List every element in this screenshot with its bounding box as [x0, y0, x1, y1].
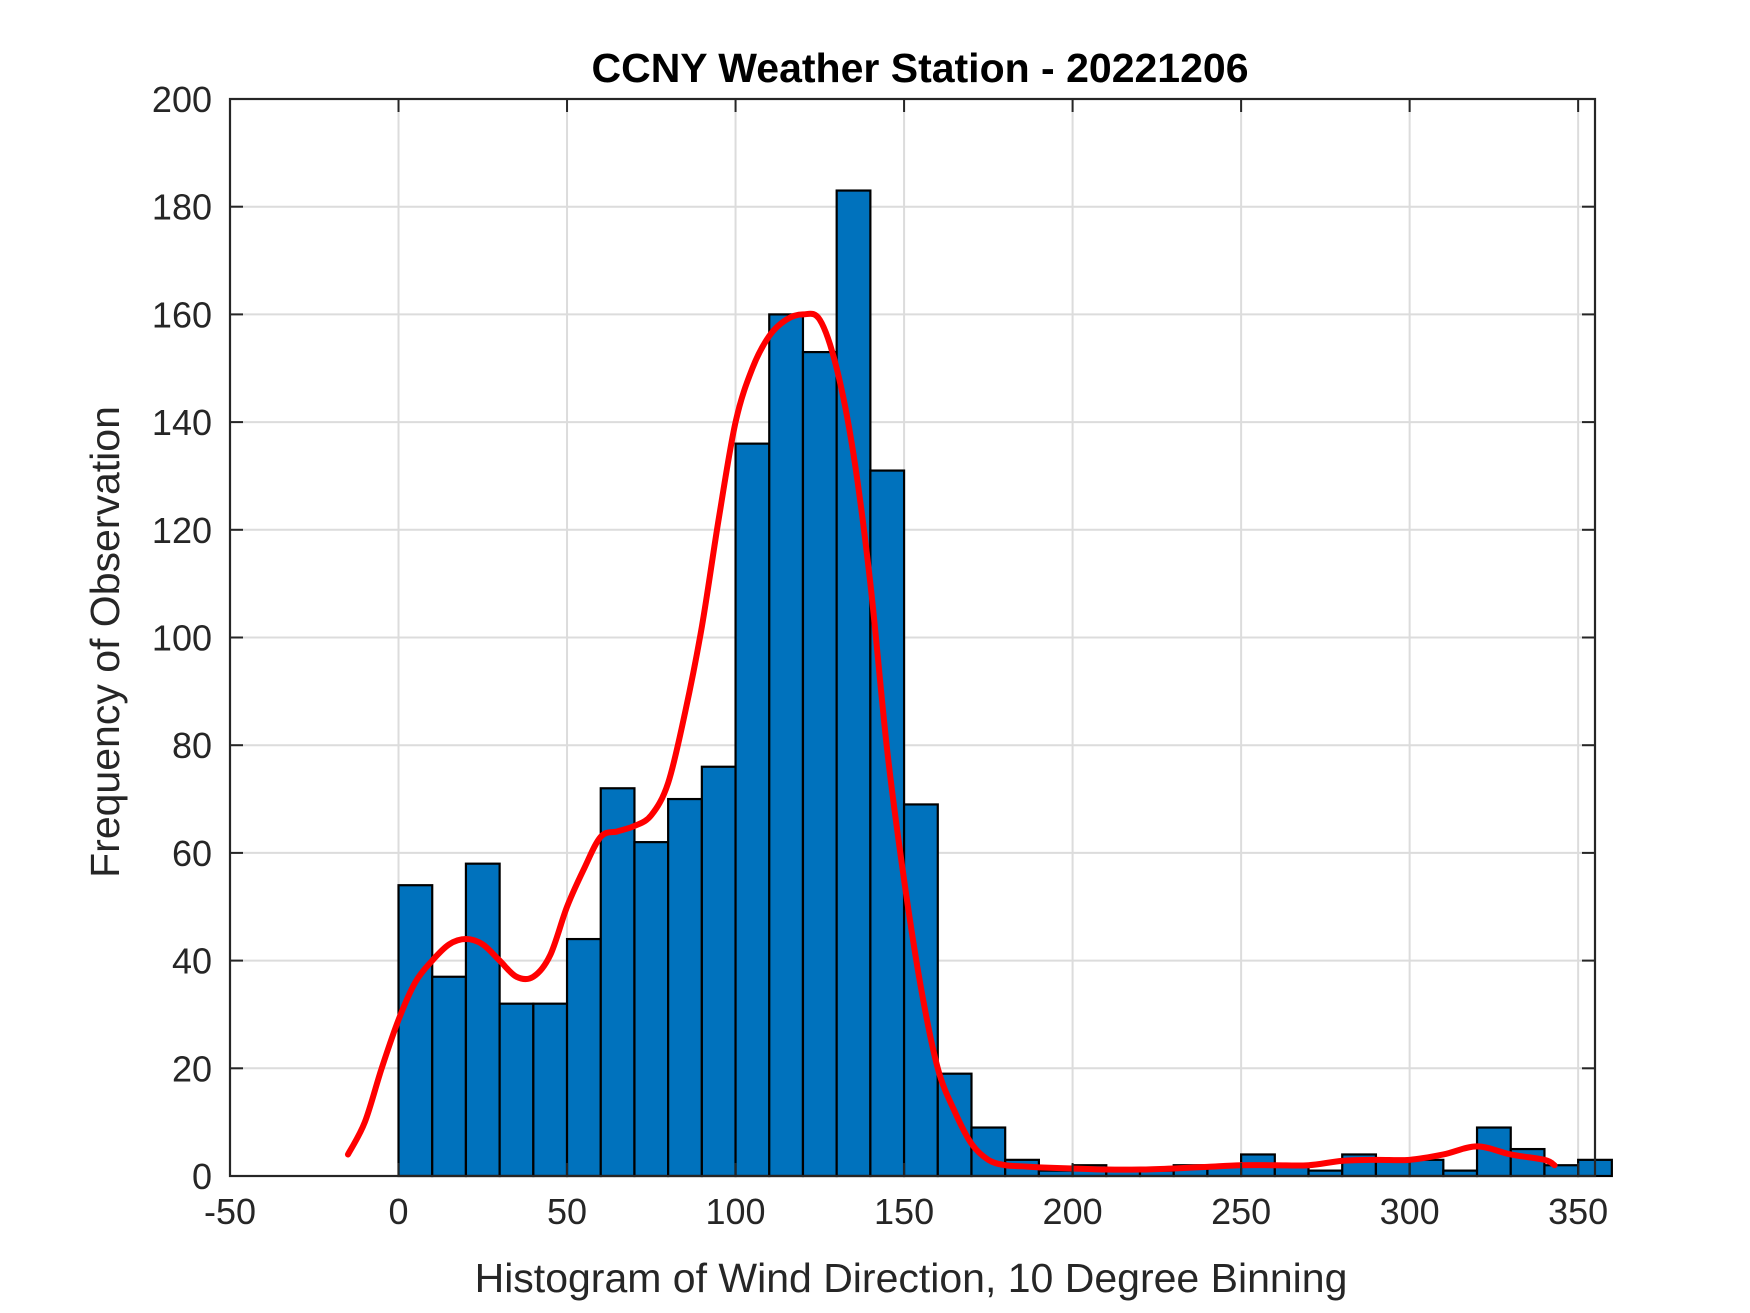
y-tick-label: 20	[172, 1048, 212, 1089]
y-tick-label: 160	[152, 294, 212, 335]
histogram-bar	[667, 797, 703, 1178]
histogram-bar	[565, 937, 602, 1178]
histogram-bar	[768, 313, 805, 1178]
y-tick-label: 140	[152, 402, 212, 443]
histogram-bar	[1543, 1164, 1580, 1178]
x-tick-label: -50	[204, 1191, 256, 1232]
x-tick-label: 150	[874, 1191, 934, 1232]
histogram-bar	[835, 189, 872, 1178]
y-tick-label: 60	[172, 833, 212, 874]
x-tick-label: 300	[1380, 1191, 1440, 1232]
x-axis-label: Histogram of Wind Direction, 10 Degree B…	[475, 1255, 1348, 1301]
x-tick-label: 100	[706, 1191, 766, 1232]
histogram-bar	[397, 884, 434, 1178]
histogram-bar	[936, 1072, 973, 1178]
y-tick-label: 40	[172, 941, 212, 982]
y-tick-label: 180	[152, 187, 212, 228]
y-tick-label: 0	[192, 1156, 212, 1197]
histogram-bar	[633, 841, 670, 1178]
histogram-bar	[700, 765, 737, 1178]
histogram-bar	[599, 787, 636, 1178]
y-tick-label: 120	[152, 510, 212, 551]
histogram-bar	[532, 1002, 569, 1178]
histogram-bar	[464, 862, 501, 1178]
histogram-bar	[970, 1126, 1007, 1178]
histogram-bar	[498, 1002, 535, 1178]
x-tick-label: 350	[1548, 1191, 1608, 1232]
y-axis-label: Frequency of Observation	[82, 406, 128, 878]
y-tick-label: 80	[172, 725, 212, 766]
chart-title: CCNY Weather Station - 20221206	[591, 45, 1248, 91]
x-tick-label: 200	[1043, 1191, 1103, 1232]
histogram-bar	[801, 350, 838, 1178]
histogram-bar	[734, 442, 771, 1178]
x-tick-label: 0	[389, 1191, 409, 1232]
histogram-bar	[431, 975, 468, 1178]
y-tick-label: 200	[152, 79, 212, 120]
y-tick-label: 100	[152, 618, 212, 659]
x-tick-label: 50	[547, 1191, 587, 1232]
x-tick-label: 250	[1211, 1191, 1271, 1232]
ticks: -50 0 50 100 150 200 250 300 3500204060801001201…	[152, 79, 1608, 1232]
